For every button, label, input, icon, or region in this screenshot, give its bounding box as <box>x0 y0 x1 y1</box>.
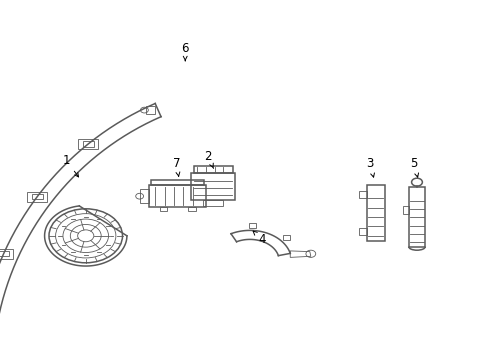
Bar <box>403 206 409 214</box>
Bar <box>78 139 98 149</box>
Text: 1: 1 <box>62 154 78 177</box>
Bar <box>151 180 204 185</box>
Text: 7: 7 <box>172 157 180 176</box>
Text: 3: 3 <box>366 157 374 177</box>
Bar <box>191 173 235 200</box>
Text: 6: 6 <box>181 42 189 61</box>
Bar <box>140 189 149 203</box>
Bar <box>0 249 13 259</box>
Bar <box>83 141 94 147</box>
Bar <box>147 107 155 114</box>
Bar <box>32 194 43 199</box>
Bar <box>367 185 385 241</box>
Text: 4: 4 <box>253 231 266 246</box>
Bar <box>188 207 196 211</box>
Bar <box>283 235 290 240</box>
Bar <box>203 200 223 206</box>
Bar <box>194 166 233 173</box>
Bar <box>359 191 367 198</box>
Bar <box>249 223 256 228</box>
Bar <box>0 251 9 256</box>
Bar <box>149 185 206 207</box>
Text: 2: 2 <box>204 150 214 168</box>
Bar <box>359 228 367 235</box>
Bar <box>409 187 425 247</box>
Bar <box>27 192 47 202</box>
Text: 5: 5 <box>410 157 418 177</box>
Bar <box>160 207 168 211</box>
